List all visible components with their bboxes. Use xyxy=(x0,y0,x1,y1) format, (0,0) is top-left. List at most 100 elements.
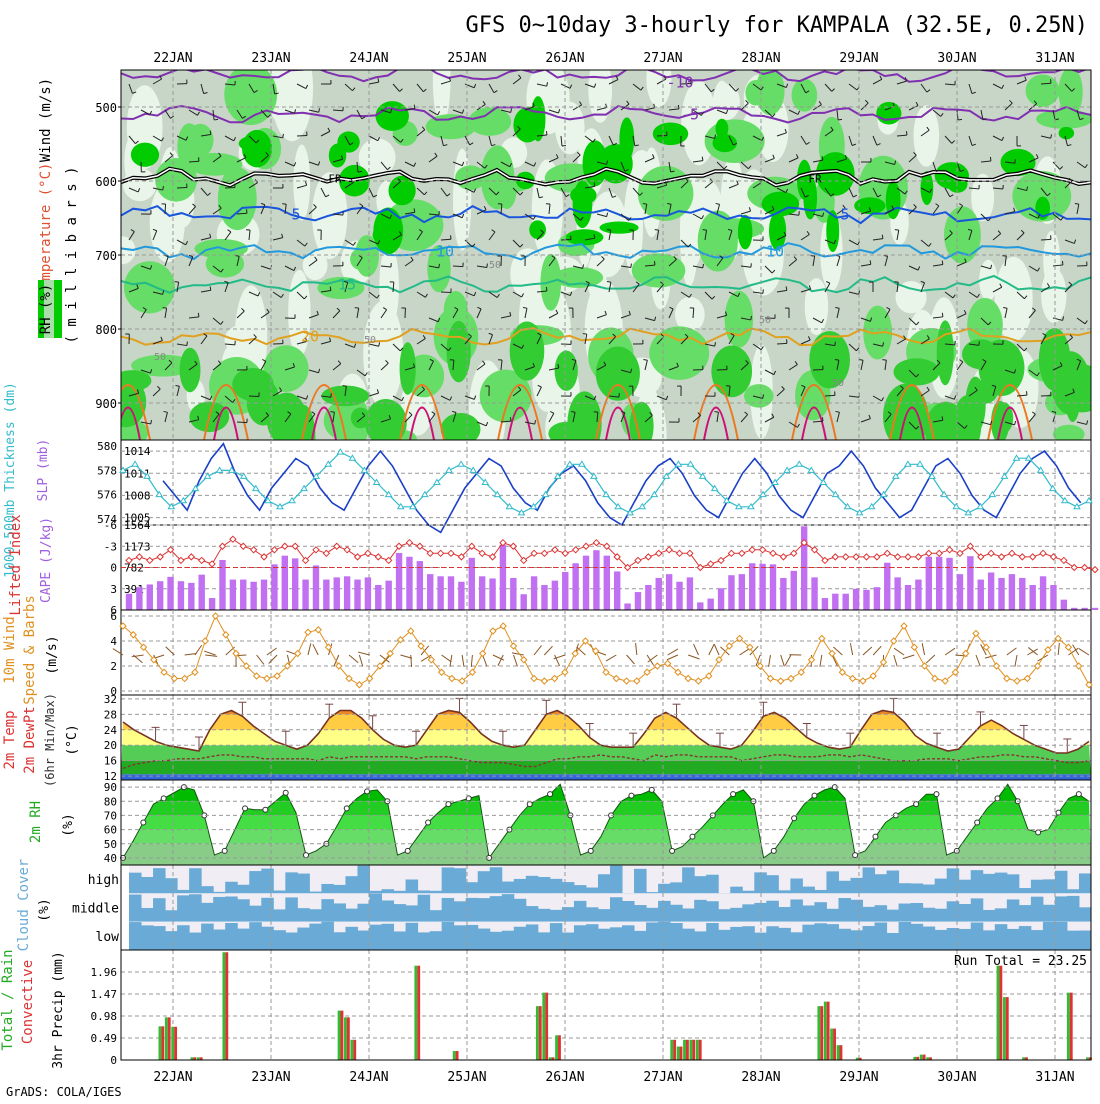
cloud-cell xyxy=(1007,929,1020,950)
cloud-cell xyxy=(129,873,142,894)
lifted-index-marker xyxy=(1061,557,1067,563)
lifted-index-marker xyxy=(895,554,901,560)
pressure-tick-label: 800 xyxy=(95,323,117,337)
rh-contour-label: 50 xyxy=(832,378,844,389)
cape-bar xyxy=(936,557,942,610)
cloud-cell xyxy=(550,923,563,950)
cloud-cell xyxy=(357,904,370,922)
cloud-cell xyxy=(766,875,779,893)
date-label-bottom: 25JAN xyxy=(447,1070,486,1085)
rh-marker xyxy=(446,802,451,807)
date-label-bottom: 27JAN xyxy=(643,1070,682,1085)
lifted-index-marker xyxy=(396,543,402,549)
lifted-index-marker xyxy=(531,550,537,556)
cape-bar xyxy=(718,588,724,610)
lifted-index-marker xyxy=(334,543,340,549)
cloud-cell xyxy=(165,910,178,921)
cloud-cell xyxy=(526,906,539,922)
cloud-cell xyxy=(249,922,262,950)
temp-axis-label-2: 2m DewPt xyxy=(22,706,38,773)
wind-barb-flag xyxy=(655,230,659,231)
cloud-cell xyxy=(790,932,803,950)
cloud-cell xyxy=(911,903,924,922)
date-label-top: 28JAN xyxy=(741,51,780,66)
cloud-cell xyxy=(694,876,707,893)
wind-barb-flag xyxy=(643,204,647,205)
cloud-cell xyxy=(321,884,334,893)
cloud-cell xyxy=(1067,931,1080,950)
cape-bar xyxy=(656,578,662,610)
cloud-cell xyxy=(357,931,370,950)
wind-barb-flag xyxy=(214,119,218,120)
cloud-cell xyxy=(778,907,791,922)
cloud-cell xyxy=(887,871,900,894)
rh-moist-patch xyxy=(1026,74,1060,106)
cape-bar xyxy=(250,582,256,610)
lifted-index-marker xyxy=(926,550,932,556)
cloud-axis-label: Cloud Cover xyxy=(16,859,32,952)
cloud-cell xyxy=(562,907,575,922)
rh-moist-patch xyxy=(1053,425,1085,444)
wind-barb-flag xyxy=(607,230,611,231)
lifted-index-tick-label: -6 xyxy=(104,519,117,532)
cloud-cell xyxy=(273,909,286,921)
cloud-cell xyxy=(394,931,407,950)
date-label-top: 29JAN xyxy=(839,51,878,66)
cloud-cell xyxy=(490,896,503,922)
wind-barb-flag xyxy=(355,308,359,309)
cloud-cell xyxy=(742,891,755,894)
lifted-index-marker xyxy=(365,550,371,556)
cape-bar xyxy=(1009,574,1015,610)
cape-bar xyxy=(749,563,755,610)
convective-bar xyxy=(353,1040,356,1060)
lifted-index-marker xyxy=(251,547,257,553)
cloud-cell xyxy=(189,933,202,950)
cloud-cell xyxy=(454,868,467,893)
cloud-cell xyxy=(875,874,888,893)
cape-bar xyxy=(853,589,859,610)
wind-barb-shaft xyxy=(657,135,667,136)
cloud-cell xyxy=(694,900,707,922)
cloud-cell xyxy=(622,901,635,922)
lifted-index-marker xyxy=(593,540,599,546)
chart-title: GFS 0~10day 3-hourly for KAMPALA (32.5E,… xyxy=(465,13,1088,38)
cape-bar xyxy=(728,575,734,610)
cloud-cell xyxy=(249,871,262,893)
rh-marker xyxy=(527,802,532,807)
convective-bar xyxy=(225,952,228,1060)
wind-barb xyxy=(820,655,822,667)
cloud-cell xyxy=(730,927,743,950)
cloud-cell xyxy=(189,868,202,893)
cape-bar xyxy=(614,571,620,610)
cloud-cell xyxy=(213,892,226,893)
cloud-cell xyxy=(382,889,395,893)
cape-bar xyxy=(136,587,142,610)
wind-barb xyxy=(358,652,370,655)
cloud-cell xyxy=(370,925,383,950)
lifted-index-marker xyxy=(915,554,921,560)
cloud-cell xyxy=(345,876,358,893)
rh-marker xyxy=(141,820,146,825)
temp-tick-label: 32 xyxy=(104,693,117,706)
cloud-cell xyxy=(502,882,515,894)
cloud-cell xyxy=(670,923,683,950)
cape-bar xyxy=(572,563,578,610)
cloud-cell xyxy=(923,908,936,922)
rh-dry-patch xyxy=(914,105,940,166)
slp-line xyxy=(163,444,1081,533)
temp-tick-label: 20 xyxy=(104,739,117,752)
cloud-cell xyxy=(983,910,996,922)
cape-bar xyxy=(1061,600,1067,610)
cloud-cell xyxy=(526,876,539,894)
wind-barb-flag xyxy=(703,264,704,268)
convective-bar xyxy=(840,1045,843,1060)
cloud-cell xyxy=(658,922,671,950)
wind-speed-marker xyxy=(695,678,701,684)
cape-bar xyxy=(385,581,391,610)
date-label-top: 22JAN xyxy=(153,51,192,66)
rain-bar xyxy=(683,1040,686,1060)
millibars-axis-label: ( m i l l i b a r s ) xyxy=(64,166,80,343)
rain-bar xyxy=(350,1040,353,1060)
wind-speed-marker xyxy=(171,676,177,682)
date-label-top: 24JAN xyxy=(349,51,388,66)
